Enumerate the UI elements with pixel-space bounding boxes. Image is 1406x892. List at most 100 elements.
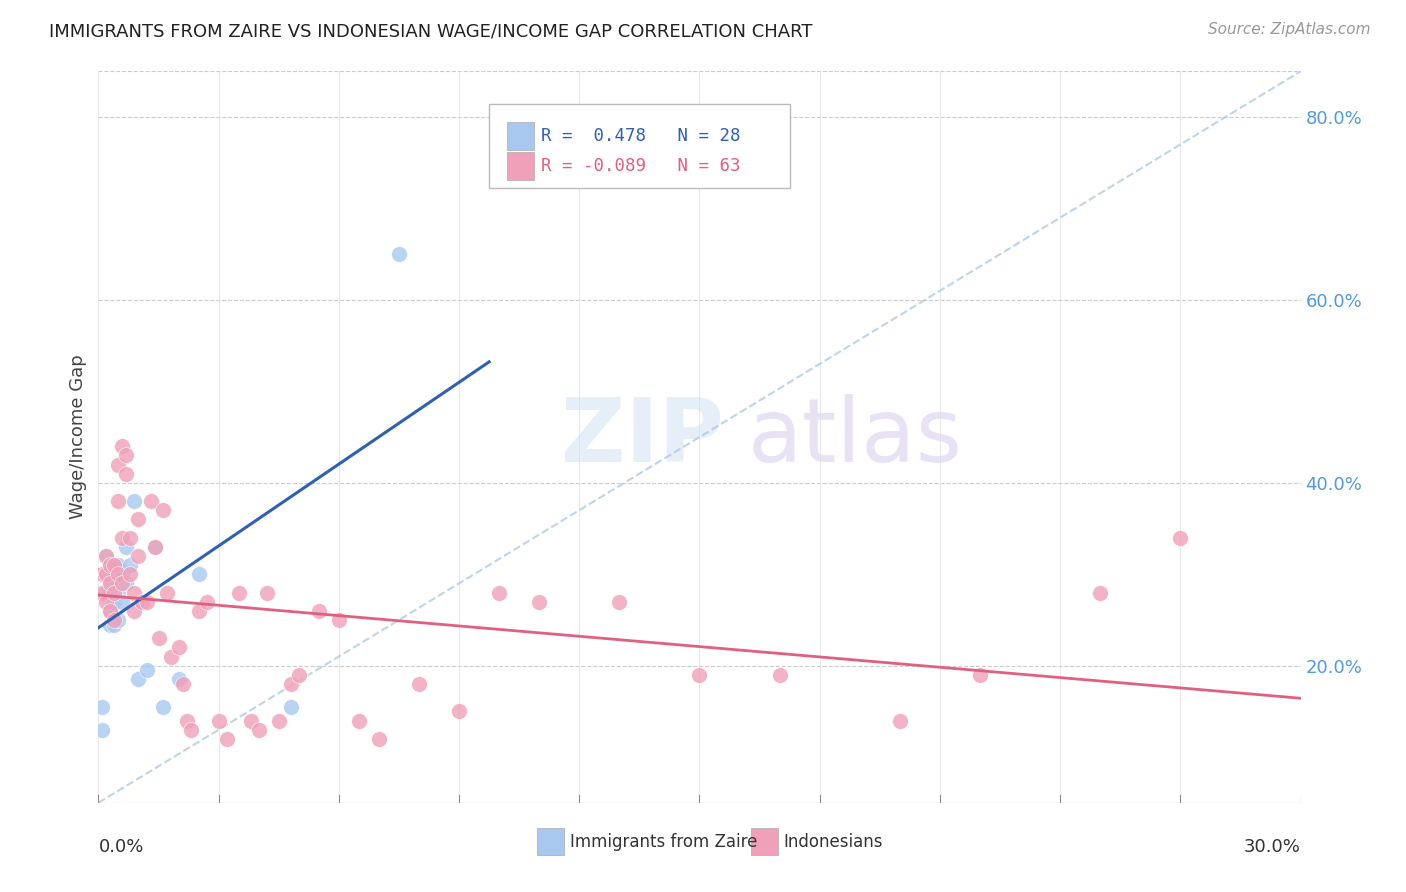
Point — [969, 667, 991, 681]
Point — [139, 494, 162, 508]
Point — [167, 673, 190, 687]
Point — [228, 585, 250, 599]
Point — [239, 714, 262, 728]
Point — [111, 439, 134, 453]
Point — [388, 247, 411, 261]
Point — [103, 558, 125, 573]
Text: R =  0.478   N = 28: R = 0.478 N = 28 — [541, 127, 741, 145]
Point — [280, 677, 302, 691]
Text: Indonesians: Indonesians — [783, 832, 883, 851]
Point — [447, 705, 470, 719]
Point — [96, 567, 118, 582]
Point — [368, 731, 391, 746]
Point — [120, 567, 142, 582]
Point — [107, 567, 129, 582]
Point — [100, 558, 122, 573]
Point — [143, 540, 166, 554]
Point — [889, 714, 911, 728]
Point — [103, 594, 125, 608]
Point — [107, 585, 129, 599]
Point — [107, 494, 129, 508]
Text: atlas: atlas — [748, 393, 963, 481]
Point — [143, 540, 166, 554]
Point — [96, 549, 118, 563]
Point — [152, 503, 174, 517]
Point — [96, 594, 118, 608]
Point — [155, 585, 177, 599]
Point — [176, 714, 198, 728]
Point — [135, 594, 157, 608]
Point — [288, 667, 311, 681]
Text: 0.0%: 0.0% — [98, 838, 143, 855]
Point — [96, 585, 118, 599]
Point — [103, 617, 125, 632]
Point — [247, 723, 270, 737]
Text: 30.0%: 30.0% — [1244, 838, 1301, 855]
Point — [100, 604, 122, 618]
Text: Source: ZipAtlas.com: Source: ZipAtlas.com — [1208, 22, 1371, 37]
Text: IMMIGRANTS FROM ZAIRE VS INDONESIAN WAGE/INCOME GAP CORRELATION CHART: IMMIGRANTS FROM ZAIRE VS INDONESIAN WAGE… — [49, 22, 813, 40]
Text: ZIP: ZIP — [561, 393, 724, 481]
Point — [111, 576, 134, 591]
Point — [1170, 531, 1192, 545]
Point — [135, 663, 157, 677]
Bar — [751, 828, 778, 855]
Point — [769, 667, 792, 681]
Point — [96, 549, 118, 563]
Point — [167, 640, 190, 655]
Point — [215, 731, 238, 746]
Bar — [508, 122, 534, 150]
Bar — [508, 152, 534, 179]
Point — [128, 673, 150, 687]
Point — [115, 448, 138, 462]
Point — [280, 699, 302, 714]
Point — [107, 613, 129, 627]
Point — [124, 585, 146, 599]
Point — [91, 585, 114, 599]
Point — [172, 677, 194, 691]
Point — [267, 714, 290, 728]
Point — [609, 594, 631, 608]
Point — [100, 576, 122, 591]
Point — [488, 585, 510, 599]
Point — [180, 723, 202, 737]
Text: R = -0.089   N = 63: R = -0.089 N = 63 — [541, 157, 741, 175]
Point — [408, 677, 430, 691]
Point — [148, 632, 170, 646]
Point — [1088, 585, 1111, 599]
Point — [689, 667, 711, 681]
Point — [91, 567, 114, 582]
Point — [529, 594, 551, 608]
Point — [159, 649, 181, 664]
Point — [103, 585, 125, 599]
FancyBboxPatch shape — [489, 104, 790, 188]
Point — [124, 494, 146, 508]
Point — [187, 604, 209, 618]
Point — [308, 604, 330, 618]
Point — [124, 604, 146, 618]
Point — [103, 567, 125, 582]
Point — [187, 567, 209, 582]
Point — [152, 699, 174, 714]
Bar — [537, 828, 564, 855]
Point — [328, 613, 350, 627]
Text: Immigrants from Zaire: Immigrants from Zaire — [569, 832, 756, 851]
Point — [100, 604, 122, 618]
Point — [100, 558, 122, 573]
Point — [111, 567, 134, 582]
Point — [195, 594, 218, 608]
Point — [91, 699, 114, 714]
Point — [111, 594, 134, 608]
Point — [103, 613, 125, 627]
Point — [128, 549, 150, 563]
Point — [115, 576, 138, 591]
Point — [100, 576, 122, 591]
Point — [107, 458, 129, 472]
Point — [107, 558, 129, 573]
Point — [208, 714, 231, 728]
Point — [100, 617, 122, 632]
Point — [91, 723, 114, 737]
Point — [115, 467, 138, 481]
Point — [115, 540, 138, 554]
Point — [120, 531, 142, 545]
